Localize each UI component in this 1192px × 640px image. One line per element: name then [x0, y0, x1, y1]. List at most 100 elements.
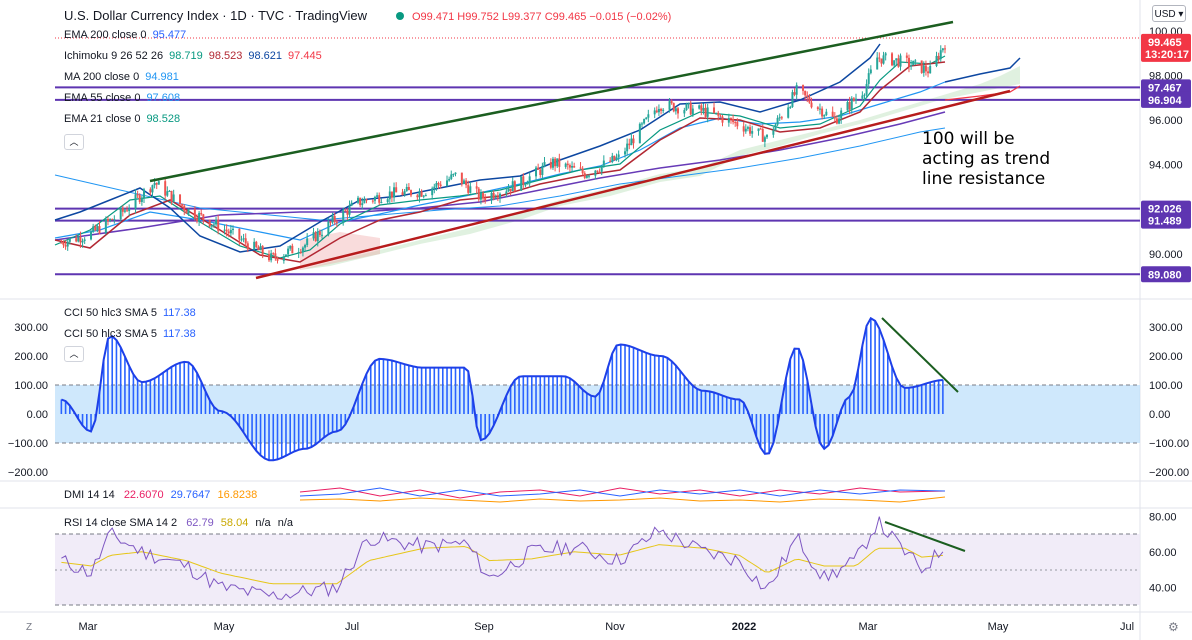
candle-body-264: [840, 110, 843, 119]
candle-body-163: [541, 165, 544, 175]
market-status-icon: [396, 12, 404, 20]
candle-body-271: [863, 94, 866, 96]
candle-body-152: [509, 188, 512, 192]
candle-body-200: [653, 110, 656, 115]
candle-body-72: [272, 253, 275, 255]
candle-body-229: [736, 122, 739, 127]
cci-tick-left-5: −200.00: [8, 467, 48, 479]
candle-body-293: [927, 71, 930, 74]
candle-body-102: [361, 203, 364, 206]
ma-200-line: [54, 111, 946, 241]
cci-tick-right-2: 100.00: [1149, 380, 1183, 392]
candle-body-132: [450, 174, 453, 179]
rsi-axis: 80.00 60.00 40.00: [1149, 511, 1177, 594]
candle-body-212: [687, 103, 690, 105]
candle-body-232: [746, 127, 749, 129]
candle-body-287: [910, 65, 913, 67]
cci-pane[interactable]: CCI 50 hlc3 SMA 5 117.38 CCI 50 hlc3 SMA …: [8, 307, 1189, 479]
candle-body-223: [719, 115, 722, 117]
timezone-icon[interactable]: Z: [26, 622, 33, 633]
candle-body-218: [704, 107, 707, 117]
legend-value-1-2: 98.621: [248, 50, 282, 62]
candle-body-46: [195, 218, 198, 221]
price-pane[interactable]: 100 will be acting as trend line resista…: [54, 8, 1140, 280]
candle-body-279: [884, 53, 887, 56]
legend-label-0: EMA 200 close 0: [64, 29, 147, 41]
currency-select[interactable]: USD ▾: [1152, 5, 1186, 22]
cci-axis-right: 300.00 200.00 100.00 0.00 −100.00 −200.00: [1149, 322, 1189, 479]
legend-row-4: EMA 21 close 0 98.528: [64, 113, 180, 125]
candle-body-86: [314, 232, 317, 242]
legend-value-2-0: 94.981: [145, 71, 179, 83]
upper-trendline[interactable]: [149, 20, 954, 183]
rsi-pane[interactable]: RSI 14 close SMA 14 2 62.79 58.04 n/a n/…: [55, 511, 1177, 606]
candle-body-100: [357, 197, 360, 203]
collapse-cci-legend-button[interactable]: ︿: [64, 346, 84, 362]
candle-body-155: [520, 176, 523, 191]
time-label-5: 2022: [732, 621, 756, 633]
settings-gear-icon[interactable]: ⚙: [1168, 620, 1179, 634]
candle-body-39: [172, 194, 175, 202]
candle-body-129: [439, 184, 442, 187]
candle-body-167: [554, 158, 557, 167]
candle-body-205: [668, 101, 671, 110]
candle-body-265: [846, 102, 849, 111]
candle-body-115: [401, 192, 404, 196]
candle-body-192: [628, 143, 631, 146]
rsi-divergence-line[interactable]: [884, 521, 966, 552]
candle-body-77: [287, 248, 290, 255]
candle-body-113: [393, 187, 396, 198]
cci-tick-left-3: 0.00: [27, 409, 48, 421]
candle-body-61: [240, 239, 243, 241]
dmi-pane[interactable]: DMI 14 14 22.6070 29.7647 16.8238: [64, 487, 946, 503]
candle-body-26: [136, 194, 139, 196]
candle-body-75: [282, 256, 285, 261]
candle-body-103: [363, 199, 366, 204]
candle-body-78: [289, 245, 292, 249]
support-trendline[interactable]: [255, 89, 1011, 280]
candle-body-109: [380, 202, 383, 204]
rsi-sma-line: [61, 544, 943, 585]
price-tick-3: 94.000: [1149, 160, 1183, 172]
level-tag-bg-0: [1141, 79, 1191, 96]
candle-body-52: [212, 224, 215, 226]
candle-body-146: [492, 192, 495, 199]
candle-body-2: [64, 245, 67, 247]
level-tag-0: 97.467: [1141, 79, 1191, 96]
candle-body-188: [615, 157, 618, 161]
candle-body-187: [613, 155, 616, 161]
collapse-legend-button[interactable]: ︿: [64, 134, 84, 150]
candle-body-101: [359, 197, 362, 206]
candle-body-11: [92, 226, 95, 232]
candle-body-41: [181, 203, 184, 206]
candle-body-4: [68, 238, 71, 242]
candle-body-73: [274, 253, 277, 258]
candle-body-45: [193, 208, 196, 219]
dmi-adx-line: [299, 496, 946, 503]
candle-body-23: [126, 210, 129, 212]
candle-body-173: [571, 166, 574, 168]
candle-body-255: [816, 107, 819, 110]
cci-histogram: [60, 318, 944, 461]
legend-label-4: EMA 21 close 0: [64, 113, 140, 125]
time-axis[interactable]: Mar May Jul Sep Nov 2022 Mar May Jul: [79, 621, 1135, 633]
candle-body-25: [134, 194, 137, 209]
candle-body-42: [183, 205, 186, 211]
candle-body-126: [433, 186, 436, 189]
candle-body-74: [276, 257, 279, 261]
cci-tick-right-1: 200.00: [1149, 351, 1183, 363]
cci-tick-left-0: 300.00: [14, 322, 48, 334]
cci-divergence-line[interactable]: [881, 317, 959, 393]
cci-tick-right-0: 300.00: [1149, 322, 1183, 334]
candle-body-33: [155, 183, 158, 185]
candle-body-182: [598, 171, 601, 173]
price-axis[interactable]: 100.0098.00096.00094.00092.00090.00097.4…: [1141, 26, 1191, 283]
candle-body-104: [365, 199, 368, 201]
level-tag-text-4: 89.080: [1148, 269, 1182, 281]
ichimoku-lagging-line: [54, 43, 881, 253]
legend-row-0: EMA 200 close 0 95.477: [64, 29, 186, 41]
candle-body-28: [140, 197, 143, 202]
candle-body-69: [261, 246, 264, 255]
